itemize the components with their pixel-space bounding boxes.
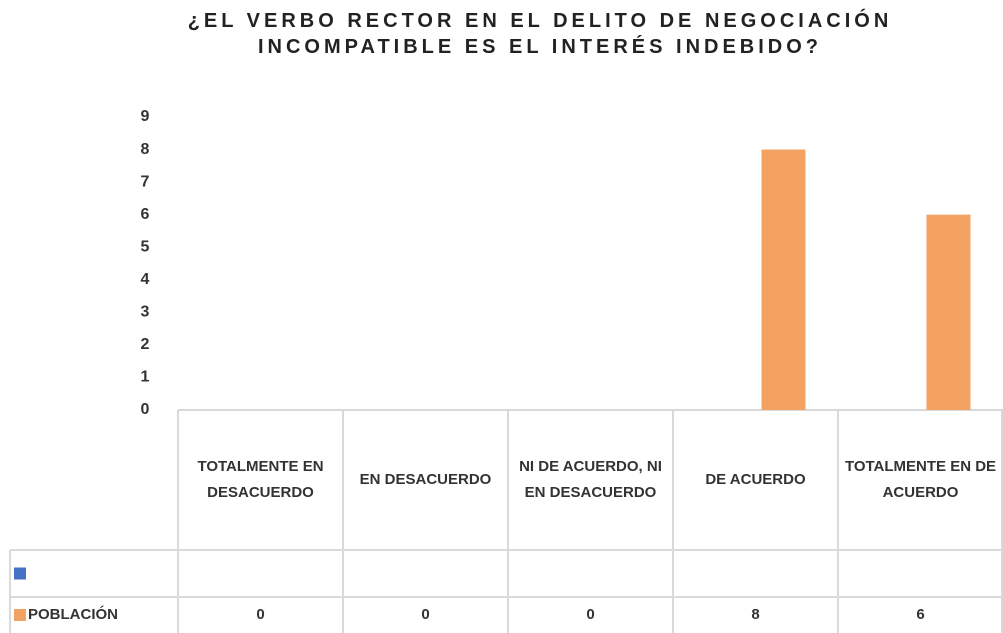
category-label: TOTALMENTE EN DESACUERDO	[197, 458, 324, 501]
category-label: TOTALMENTE EN DE ACUERDO	[844, 458, 997, 501]
y-tick-label: 8	[141, 141, 150, 158]
chart-title: ¿EL VERBO RECTOR EN EL DELITO DE NEGOCIA…	[187, 10, 893, 58]
y-tick-label: 1	[141, 369, 150, 386]
y-tick-label: 6	[141, 206, 150, 223]
data-table-value: 0	[586, 606, 595, 623]
legend-key	[14, 609, 26, 621]
legend-key	[14, 567, 26, 580]
y-tick-label: 2	[141, 336, 150, 353]
bar	[926, 214, 971, 410]
y-tick-label: 9	[141, 108, 150, 125]
category-label: DE ACUERDO	[705, 471, 806, 488]
legend-label: POBLACIÓN	[28, 606, 118, 623]
data-table-value: 0	[421, 606, 430, 623]
y-tick-label: 4	[141, 271, 150, 288]
y-tick-label: 7	[141, 173, 150, 190]
y-tick-label: 3	[141, 304, 150, 321]
y-tick-label: 5	[141, 238, 150, 255]
data-table-value: 8	[751, 606, 760, 623]
y-tick-label: 0	[141, 401, 150, 418]
bar	[761, 149, 806, 411]
category-label: NI DE ACUERDO, NI EN DESACUERDO	[519, 458, 662, 501]
data-table-value: 0	[256, 606, 265, 623]
category-label: EN DESACUERDO	[359, 471, 492, 488]
data-table-value: 6	[916, 606, 925, 623]
